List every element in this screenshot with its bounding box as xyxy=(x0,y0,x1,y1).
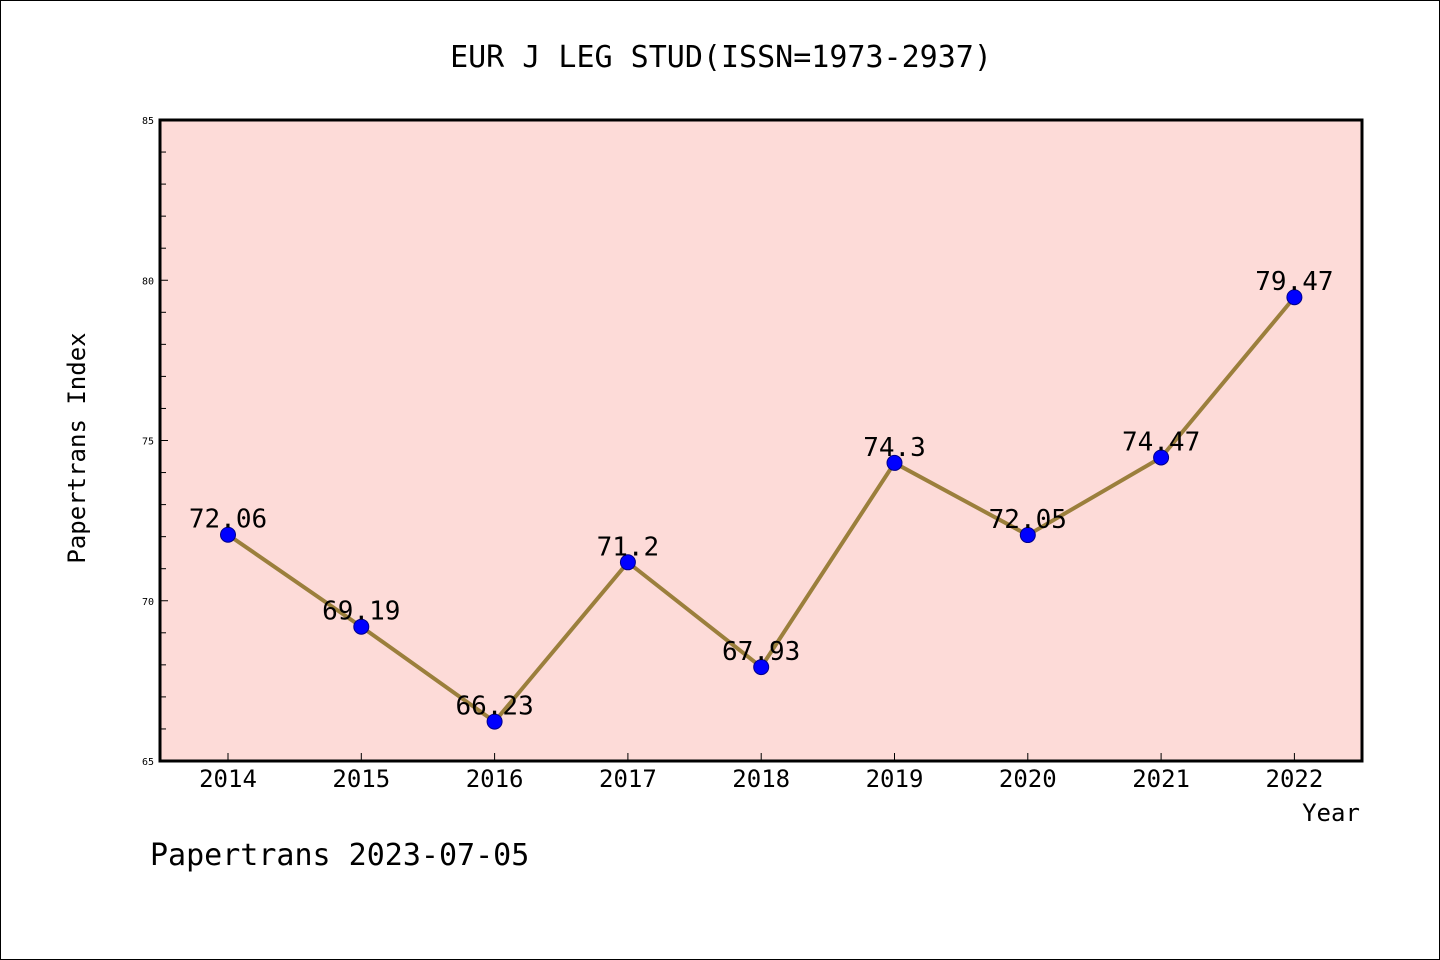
plot-area xyxy=(160,120,1362,761)
data-label: 69.19 xyxy=(322,597,400,627)
data-labels: 72.06 69.19 66.23 71.2 67.93 74.3 72.05 74.47 79… xyxy=(189,267,1334,721)
x-axis: 2014 2015 2016 2017 2018 2019 2020 2021 2022 xyxy=(199,753,1323,793)
data-point xyxy=(619,554,636,571)
data-point xyxy=(1153,449,1170,466)
y-tick-label: 70 xyxy=(142,597,154,608)
x-tick-label: 2014 xyxy=(199,765,257,793)
plot-frame xyxy=(158,118,1364,763)
data-label: 72.06 xyxy=(189,505,267,535)
x-tick-label: 2020 xyxy=(999,765,1057,793)
x-tick-label: 2017 xyxy=(599,765,657,793)
chart-title: EUR J LEG STUD(ISSN=1973-2937) xyxy=(450,40,992,75)
x-tick-label: 2022 xyxy=(1266,765,1324,793)
data-point xyxy=(1019,527,1036,544)
x-tick-label: 2019 xyxy=(866,765,924,793)
data-point xyxy=(486,713,503,730)
data-label: 74.3 xyxy=(863,433,926,463)
data-point xyxy=(220,526,236,543)
x-tick-label: 2015 xyxy=(332,765,390,793)
y-tick-label: 75 xyxy=(142,437,154,448)
data-label: 67.93 xyxy=(722,637,800,667)
y-axis-title: Papertrans Index xyxy=(63,332,91,563)
x-tick-label: 2021 xyxy=(1132,765,1190,793)
data-point xyxy=(886,454,903,471)
y-tick-label: 65 xyxy=(142,757,154,768)
data-point xyxy=(1286,289,1303,306)
series-papertrans-index xyxy=(220,289,1303,730)
data-label: 79.47 xyxy=(1255,267,1333,297)
footer-credit: Papertrans 2023-07-05 xyxy=(150,838,529,873)
data-point xyxy=(353,618,370,635)
data-label: 74.47 xyxy=(1122,427,1200,457)
y-tick-label: 80 xyxy=(142,276,154,287)
data-label: 72.05 xyxy=(989,505,1067,535)
x-tick-label: 2018 xyxy=(732,765,790,793)
data-label: 71.2 xyxy=(597,532,660,562)
y-tick-label: 85 xyxy=(142,116,154,127)
data-label: 66.23 xyxy=(455,692,533,722)
x-axis-title: Year xyxy=(1302,799,1360,827)
x-tick-label: 2016 xyxy=(466,765,524,793)
data-point xyxy=(753,659,770,676)
